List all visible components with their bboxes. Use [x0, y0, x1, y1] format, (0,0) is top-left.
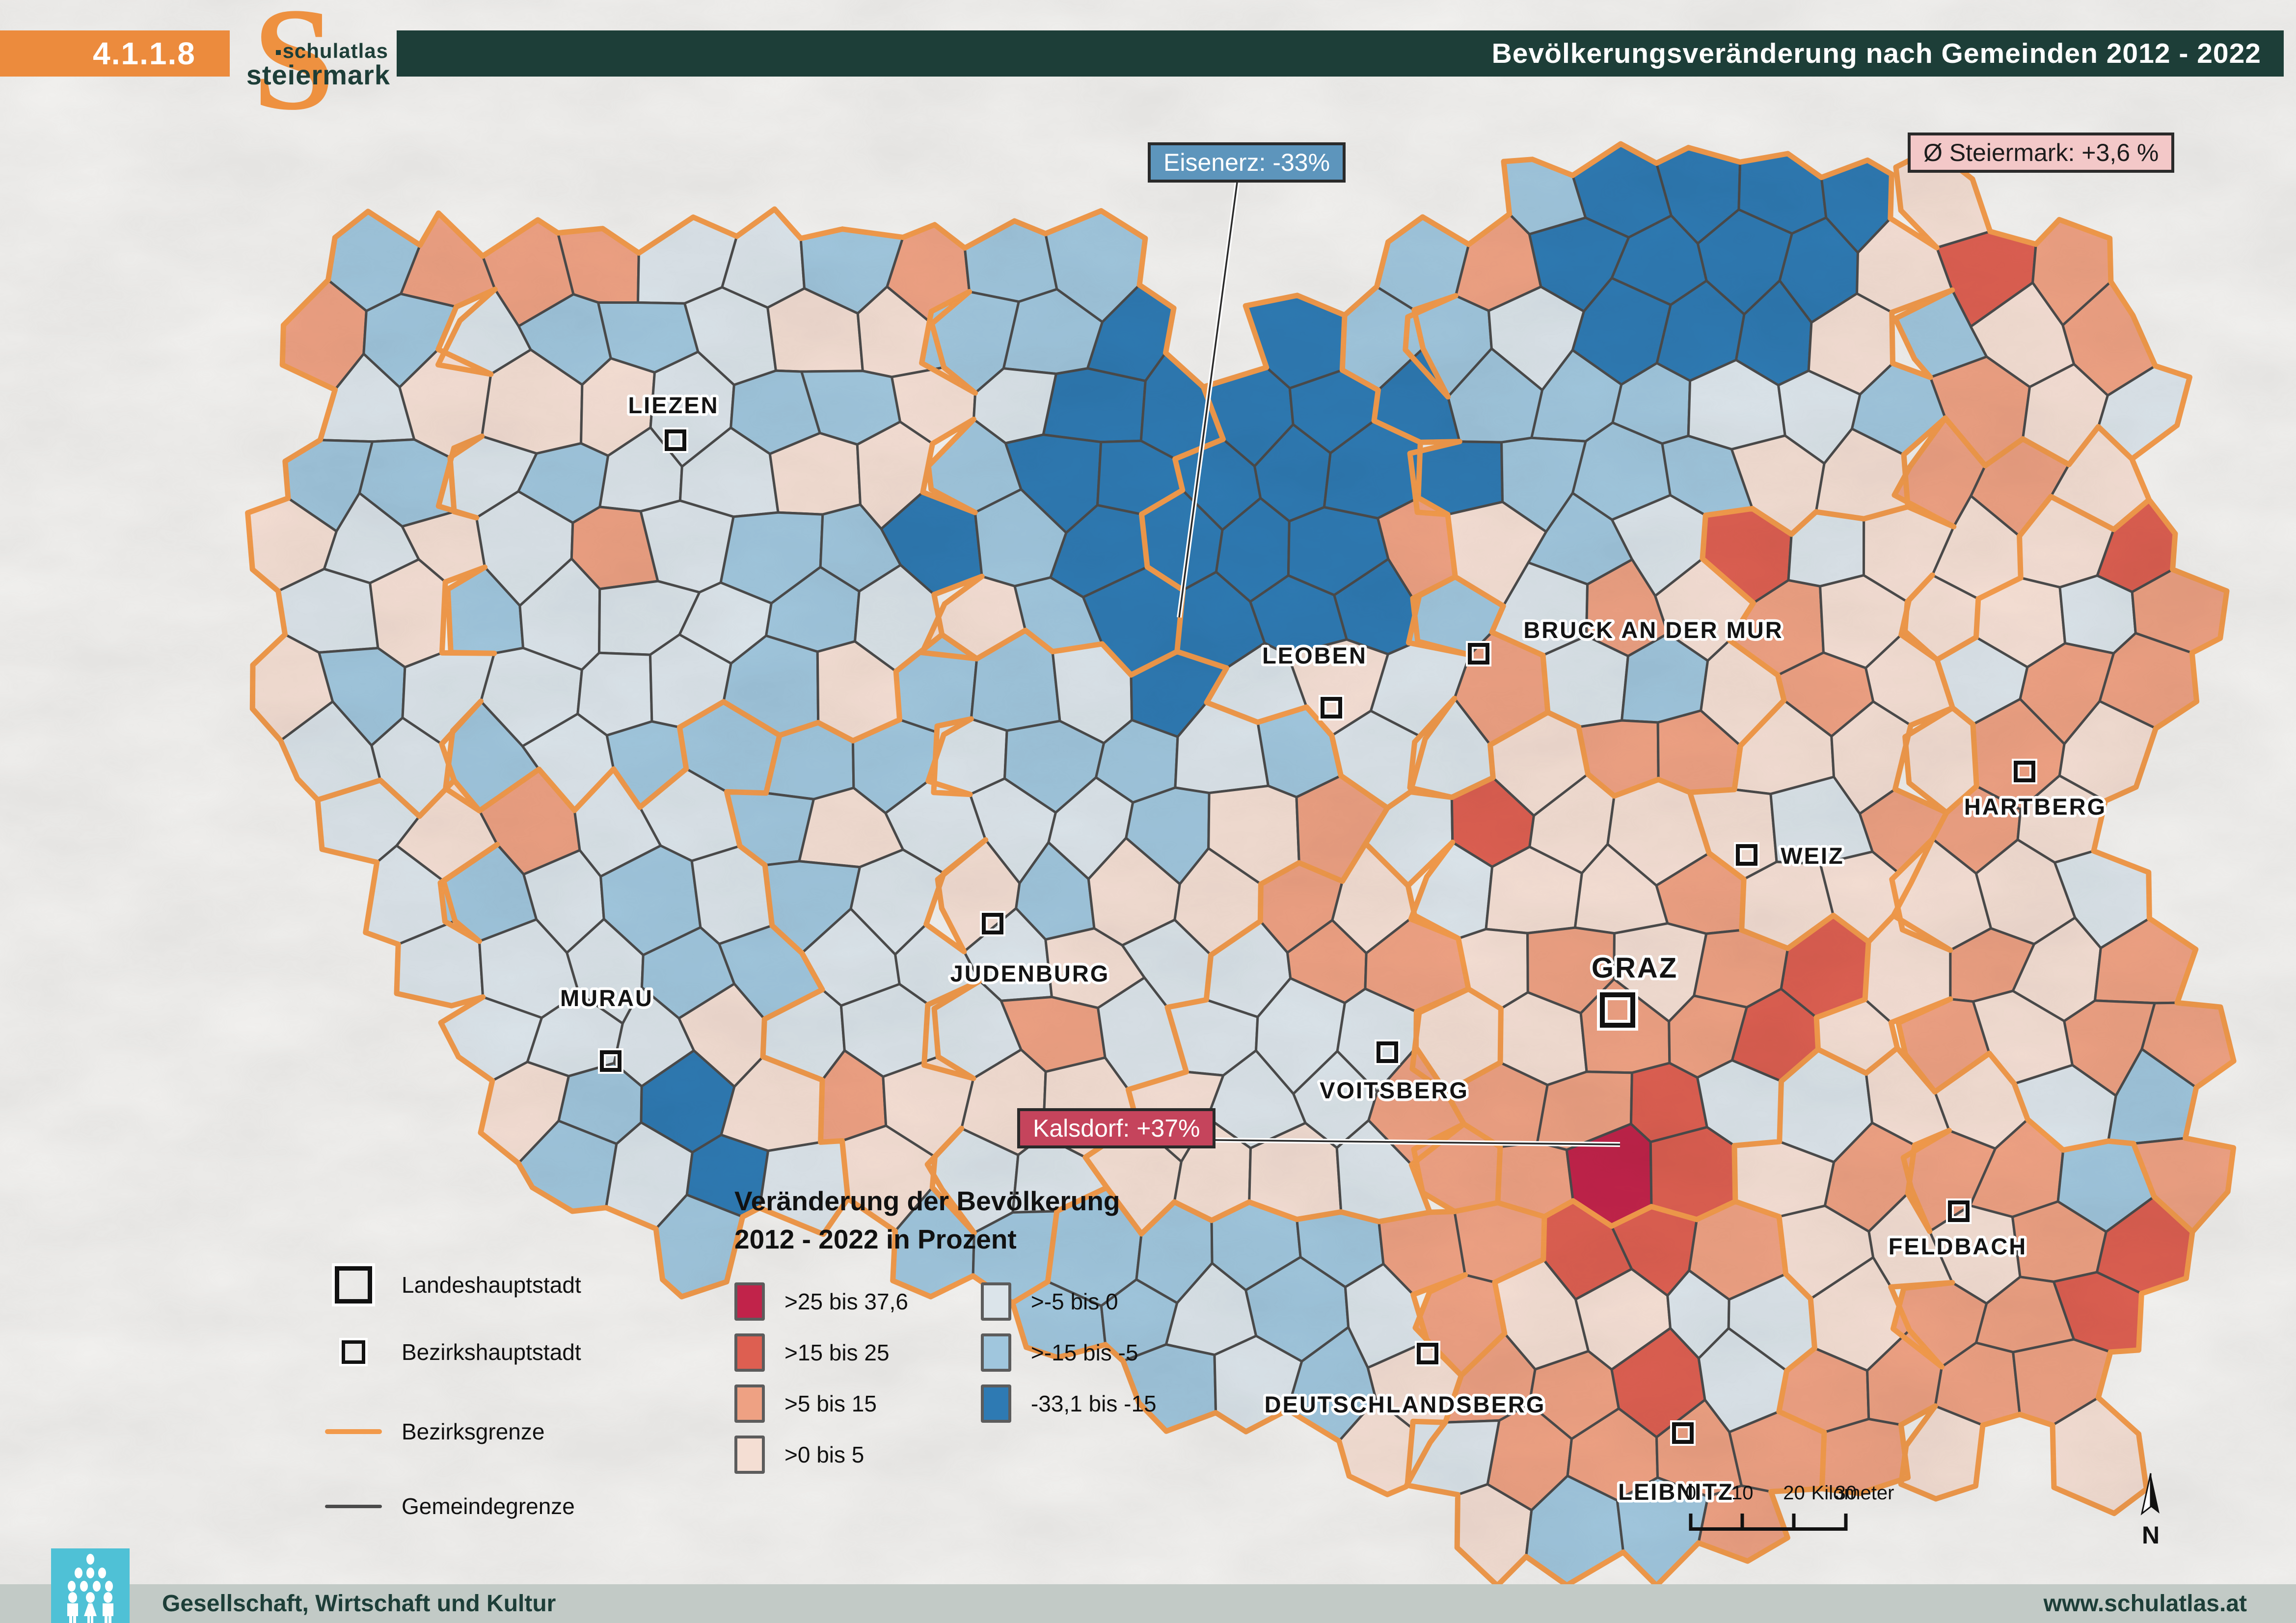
scale-bar-line — [1691, 1527, 1846, 1531]
city-marker-bezirkshauptstadt — [982, 913, 1003, 934]
city-marker-bezirkshauptstadt — [600, 1050, 621, 1072]
north-arrow: N — [2134, 1472, 2168, 1549]
scale-tick-label: 30 — [1835, 1482, 1857, 1504]
landeshauptstadt-square-icon — [314, 1266, 393, 1304]
city-marker-bezirkshauptstadt — [1377, 1041, 1398, 1063]
legend-swatch — [980, 1384, 1011, 1423]
legend-class-label: >-5 bis 0 — [1030, 1289, 1118, 1315]
city-markers-and-labels: LIEZEN LEOBEN BRUCK AN DER MUR HARTBERG WEIZ… — [558, 390, 2108, 1508]
footer-chapter: Gesellschaft, Wirtschaft und Kultur — [162, 1591, 556, 1617]
city-label: MURAU — [560, 985, 653, 1011]
scale-tick-label: 20 — [1783, 1482, 1805, 1504]
scale-tick-label: 10 — [1731, 1482, 1754, 1504]
footer-url[interactable]: www.schulatlas.at — [2043, 1591, 2247, 1617]
logo-dot — [275, 50, 281, 55]
legend-row: >5 bis 15 — [734, 1384, 908, 1423]
city-label: HARTBERG — [1964, 794, 2107, 820]
footer-bar — [0, 1584, 2296, 1623]
choropleth-legend: Veränderung der Bevölkerung 2012 - 2022 … — [734, 1182, 1157, 1474]
legend-class-label: >0 bis 5 — [784, 1442, 864, 1468]
sheet-code: 4.1.1.8 — [93, 36, 196, 71]
city-marker-bezirkshauptstadt — [1948, 1200, 1970, 1222]
bezirkshauptstadt-square-icon — [314, 1340, 393, 1364]
legend-class-label: >15 bis 25 — [784, 1340, 890, 1366]
legend-swatch — [980, 1282, 1011, 1321]
legend-row: >15 bis 25 — [734, 1333, 908, 1372]
scale-tick-label: 0 — [1685, 1482, 1697, 1504]
map-title: Bevölkerungsveränderung nach Gemeinden 2… — [1491, 38, 2261, 69]
city-marker-bezirkshauptstadt — [665, 429, 686, 451]
scale-unit-label: Kilometer — [1811, 1482, 1894, 1504]
gemeindegrenze-line-icon — [314, 1504, 393, 1508]
bezirksgrenze-line-icon — [314, 1429, 393, 1434]
city-label: GRAZ — [1592, 952, 1678, 984]
city-label: VOITSBERG — [1320, 1077, 1469, 1103]
city-marker-bezirkshauptstadt — [2014, 761, 2035, 782]
callout-kalsdorf: Kalsdorf: +37% — [1017, 1108, 1216, 1148]
city-label: LEIBNITZ — [1618, 1479, 1733, 1505]
city-label: JUDENBURG — [950, 960, 1110, 986]
scale-tick — [1740, 1514, 1744, 1531]
city-marker-bezirkshauptstadt — [1417, 1343, 1438, 1364]
callout-eisenerz: Eisenerz: -33% — [1148, 142, 1346, 183]
logo-schulatlas: schulatlas — [275, 39, 388, 63]
city-label: WEIZ — [1781, 843, 1844, 869]
north-arrow-icon — [2140, 1473, 2160, 1516]
city-label: LEOBEN — [1262, 642, 1367, 668]
city-marker-bezirkshauptstadt — [1736, 844, 1757, 866]
legend-swatch — [734, 1436, 765, 1474]
symbol-bezirksgrenze: Bezirksgrenze — [314, 1418, 544, 1445]
legend-swatch — [980, 1333, 1011, 1372]
schulatlas-logo: S schulatlas steiermark — [246, 0, 395, 133]
legend-swatch — [734, 1333, 765, 1372]
legend-class-label: >25 bis 37,6 — [784, 1289, 908, 1315]
leader-line-kalsdorf — [1174, 1139, 1621, 1145]
legend-column-positive: >25 bis 37,6 >15 bis 25 >5 bis 15 >0 bis 5 — [734, 1282, 908, 1474]
scale-tick — [1792, 1514, 1796, 1531]
legend-class-label: -33,1 bis -15 — [1030, 1391, 1157, 1417]
city-label: LIEZEN — [628, 392, 719, 418]
callout-leader-lines — [1174, 182, 1621, 1147]
sheet-code-badge: 4.1.1.8 — [0, 30, 230, 77]
symbol-landeshauptstadt: Landeshauptstadt — [314, 1266, 581, 1304]
title-bar: Bevölkerungsveränderung nach Gemeinden 2… — [397, 30, 2284, 77]
city-label: DEUTSCHLANDSBERG — [1265, 1391, 1546, 1417]
legend-swatch — [734, 1384, 765, 1423]
city-marker-bezirkshauptstadt — [1321, 697, 1342, 718]
city-marker-bezirkshauptstadt — [1468, 643, 1489, 665]
legend-title: Veränderung der Bevölkerung 2012 - 2022 … — [734, 1186, 1120, 1255]
symbol-gemeindegrenze: Gemeindegrenze — [314, 1493, 575, 1519]
city-label: FELDBACH — [1889, 1233, 2027, 1259]
legend-row: -33,1 bis -15 — [980, 1384, 1157, 1423]
legend-row: >-15 bis -5 — [980, 1333, 1157, 1372]
scale-bar-labels: 0 10 20 30 Kilometer — [1685, 1482, 1894, 1506]
city-marker-bezirkshauptstadt — [1672, 1422, 1694, 1444]
city-label: BRUCK AN DER MUR — [1523, 617, 1783, 643]
callout-average-steiermark: Ø Steiermark: +3,6 % — [1908, 133, 2175, 173]
scale-tick — [1689, 1514, 1693, 1531]
scale-bar: 0 10 20 30 Kilometer — [1685, 1482, 1894, 1536]
legend-class-label: >5 bis 15 — [784, 1391, 877, 1417]
north-label: N — [2141, 1521, 2160, 1549]
leader-line-eisenerz — [1178, 182, 1238, 618]
legend-column-negative: >-5 bis 0 >-15 bis -5 -33,1 bis -15 — [980, 1282, 1157, 1474]
legend-swatch — [734, 1282, 765, 1321]
logo-s-glyph: S — [253, 0, 335, 140]
city-marker-landeshauptstadt — [1600, 992, 1635, 1028]
logo-steiermark: steiermark — [246, 59, 390, 90]
chapter-people-icon — [51, 1548, 130, 1623]
legend-class-label: >-15 bis -5 — [1030, 1340, 1138, 1366]
legend-row: >0 bis 5 — [734, 1435, 908, 1474]
legend-row: >-5 bis 0 — [980, 1282, 1157, 1321]
scale-tick — [1844, 1514, 1848, 1531]
symbol-bezirkshauptstadt: Bezirkshauptstadt — [314, 1339, 581, 1365]
legend-row: >25 bis 37,6 — [734, 1282, 908, 1321]
